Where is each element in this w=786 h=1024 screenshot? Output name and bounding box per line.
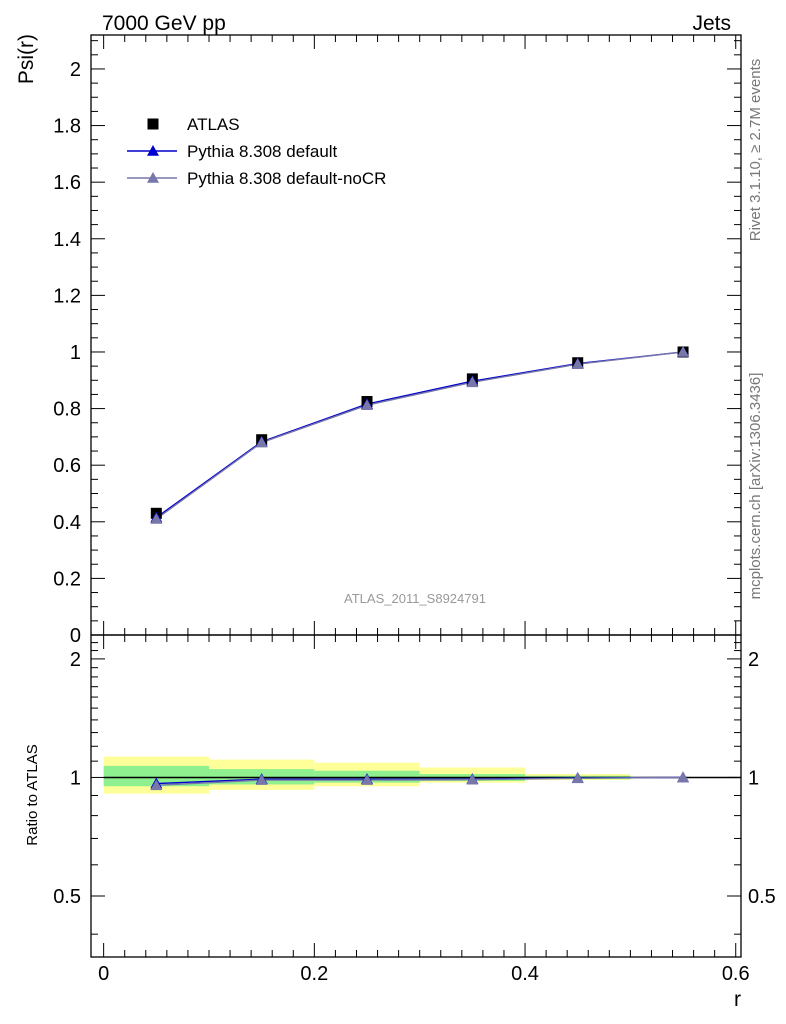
ratio-ytick-label: 1	[70, 767, 81, 789]
ratio-ytick-label-right: 1	[748, 767, 759, 789]
main-axis-ticks: 0 0.2 0.4 0.6 0.8 1 1.2 1.4 1.6 1.8 2	[53, 35, 741, 647]
ratio-xtick-label: 0	[98, 963, 109, 985]
header-left-label: 7000 GeV pp	[102, 12, 226, 35]
legend-label: Pythia 8.308 default	[187, 142, 338, 161]
ratio-ytick-label: 0.5	[53, 886, 81, 908]
main-point-nocr	[677, 345, 690, 357]
main-ytick-label: 1	[70, 342, 81, 364]
main-ytick-label: 0.4	[53, 512, 81, 534]
legend-marker	[147, 145, 159, 156]
ratio-point-nocr	[150, 779, 163, 791]
main-ytick-label: 1.6	[53, 172, 81, 194]
mcplots-label: mcplots.cern.ch [arXiv:1306.3436]	[747, 373, 764, 600]
main-line-nocr	[155, 351, 684, 520]
ratio-xtick-label: 0.4	[511, 963, 539, 985]
ratio-xtick-label: 0.6	[722, 963, 750, 985]
legend-label: Pythia 8.308 default-noCR	[187, 169, 386, 188]
main-ytick-label: 0.2	[53, 568, 81, 590]
main-point-nocr	[150, 512, 163, 524]
ratio-xlabel: r	[734, 988, 741, 1011]
ratio-frame	[90, 634, 742, 958]
main-ytick-label: 0	[70, 625, 81, 647]
legend: ATLAS Pythia 8.308 default Pythia 8.308 de…	[127, 115, 386, 188]
ratio-ylabel: Ratio to ATLAS	[24, 744, 41, 845]
main-point-nocr	[466, 376, 479, 388]
main-ytick-label: 1.8	[53, 116, 81, 138]
ratio-point-nocr	[361, 774, 374, 785]
ratio-line-nocr	[156, 776, 684, 787]
main-ytick-label: 0.6	[53, 455, 81, 477]
main-ytick-label: 1.2	[53, 285, 81, 307]
header-right-label: Jets	[692, 12, 731, 35]
rivet-label: Rivet 3.1.10, ≥ 2.7M events	[747, 59, 764, 242]
ratio-xtick-label: 0.2	[300, 963, 328, 985]
analysis-label: ATLAS_2011_S8924791	[344, 591, 486, 606]
band-inner	[103, 765, 209, 787]
ratio-series-group	[150, 771, 690, 791]
main-ytick-label: 2	[70, 59, 81, 81]
ratio-axis-ticks: 0 0.2 0.4 0.6 0.5 0.5 1 1 2 2	[53, 635, 776, 985]
ratio-point-nocr	[255, 774, 268, 785]
legend-marker	[147, 172, 159, 183]
ratio-ytick-label: 2	[70, 649, 81, 671]
main-point-nocr	[571, 358, 584, 369]
ratio-ytick-label-right: 0.5	[748, 886, 776, 908]
ratio-point-nocr	[466, 773, 479, 785]
main-series-group	[150, 345, 690, 524]
main-line-default	[155, 351, 684, 519]
plot-frames	[90, 34, 742, 958]
main-ylabel: Psi(r)	[15, 34, 38, 84]
main-ytick-label: 1.4	[53, 229, 81, 251]
main-point-nocr	[361, 399, 374, 410]
ratio-point-nocr	[571, 772, 584, 784]
ratio-point-nocr	[677, 771, 690, 783]
legend-label: ATLAS	[187, 115, 240, 134]
main-point-nocr	[255, 436, 268, 448]
ratio-ytick-label-right: 2	[748, 649, 759, 671]
legend-marker-atlas	[147, 118, 159, 130]
main-ytick-label: 0.8	[53, 399, 81, 421]
